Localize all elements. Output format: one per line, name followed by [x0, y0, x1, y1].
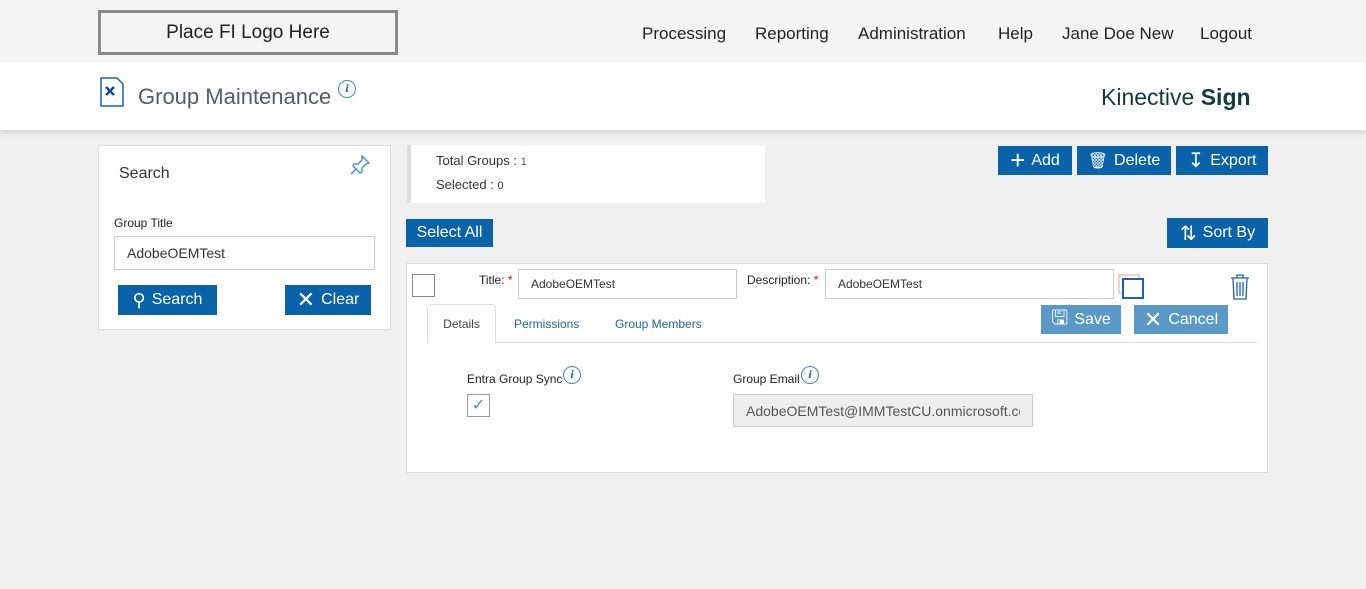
entra-sync-label: Entra Group Sync	[467, 372, 563, 386]
logo-placeholder: Place FI Logo Here	[98, 10, 398, 55]
nav-reporting[interactable]: Reporting	[755, 24, 829, 43]
description-label: Description: *	[747, 273, 819, 287]
search-icon: ⚲	[132, 289, 146, 310]
group-email-input[interactable]	[733, 394, 1033, 427]
tab-group-members[interactable]: Group Members	[615, 317, 702, 331]
select-all-button[interactable]: Select All	[406, 219, 493, 247]
group-title-input[interactable]	[114, 236, 375, 270]
save-icon: 🖫	[1051, 306, 1069, 329]
clear-button[interactable]: ✕ Clear	[285, 285, 371, 315]
group-maintenance-icon	[100, 77, 124, 107]
tab-details[interactable]: Details	[427, 304, 496, 343]
entra-sync-checkbox[interactable]: ✓	[467, 394, 490, 417]
selected-count: Selected : 0	[436, 177, 504, 192]
total-groups: Total Groups : 1	[436, 153, 527, 168]
sort-by-button[interactable]: ⇅ Sort By	[1167, 218, 1268, 248]
page-title: Group Maintenance	[138, 84, 332, 109]
info-icon[interactable]: i	[801, 366, 819, 384]
delete-button[interactable]: 🗑 Delete	[1077, 146, 1171, 175]
plus-icon: +	[1010, 145, 1026, 175]
download-icon: ↧	[1187, 150, 1205, 172]
pin-icon[interactable]	[348, 153, 372, 177]
close-icon: ✕	[296, 287, 316, 312]
group-title-label: Group Title	[114, 216, 173, 230]
info-icon[interactable]: i	[338, 80, 356, 98]
group-select-checkbox[interactable]	[412, 274, 435, 297]
page-header	[0, 62, 1366, 130]
delete-group-icon[interactable]	[1229, 273, 1251, 301]
copy-icon[interactable]	[1118, 274, 1146, 300]
brand-logo: Kinective Sign	[1101, 84, 1251, 110]
cancel-button[interactable]: ✕ Cancel	[1134, 305, 1228, 334]
nav-administration[interactable]: Administration	[858, 24, 966, 43]
save-button[interactable]: 🖫 Save	[1041, 305, 1121, 334]
tab-permissions[interactable]: Permissions	[514, 317, 580, 331]
export-button[interactable]: ↧ Export	[1176, 146, 1268, 175]
trash-icon: 🗑	[1087, 152, 1109, 170]
close-icon: ✕	[1143, 306, 1163, 332]
group-email-label: Group Email	[733, 372, 800, 386]
search-button[interactable]: ⚲ Search	[118, 285, 217, 315]
nav-processing[interactable]: Processing	[642, 24, 727, 43]
description-input[interactable]	[825, 269, 1114, 299]
nav-help[interactable]: Help	[998, 24, 1033, 43]
nav-user[interactable]: Jane Doe New	[1062, 24, 1174, 43]
sort-icon: ⇅	[1179, 222, 1197, 245]
search-panel-title: Search	[119, 165, 170, 182]
title-label: Title: *	[479, 273, 513, 287]
title-input[interactable]	[518, 269, 737, 299]
tab-divider	[496, 342, 1257, 343]
summary-box	[407, 145, 765, 203]
nav-logout[interactable]: Logout	[1200, 24, 1252, 43]
add-button[interactable]: + Add	[998, 145, 1072, 175]
info-icon[interactable]: i	[563, 366, 581, 384]
